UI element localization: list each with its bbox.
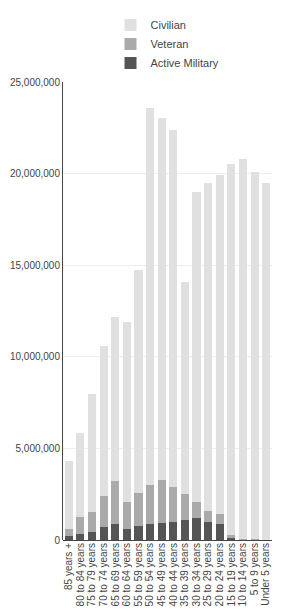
svg-text:85 years +: 85 years +: [63, 543, 74, 590]
svg-text:35 to 39 years: 35 to 39 years: [179, 543, 190, 606]
svg-text:55 to 59 years: 55 to 59 years: [133, 543, 144, 606]
svg-text:20 to 24 years: 20 to 24 years: [214, 543, 225, 606]
svg-text:Under 5 years: Under 5 years: [260, 543, 271, 606]
svg-text:15 to 19 years: 15 to 19 years: [226, 543, 237, 606]
svg-text:65 to 69 years: 65 to 69 years: [110, 543, 121, 606]
svg-text:70 to 74 years: 70 to 74 years: [98, 543, 109, 606]
svg-text:25,000,000: 25,000,000: [10, 77, 60, 88]
svg-text:5,000,000: 5,000,000: [16, 443, 61, 454]
svg-text:20,000,000: 20,000,000: [10, 168, 60, 179]
svg-text:5 to 9 years: 5 to 9 years: [249, 543, 260, 595]
svg-text:80 to 84 years: 80 to 84 years: [75, 543, 86, 606]
svg-text:75 to 79 years: 75 to 79 years: [86, 543, 97, 606]
svg-text:10 to 14 years: 10 to 14 years: [237, 543, 248, 606]
svg-text:50 to 54 years: 50 to 54 years: [144, 543, 155, 606]
svg-text:Active Military: Active Military: [151, 57, 219, 69]
svg-text:45 to 49 years: 45 to 49 years: [156, 543, 167, 606]
svg-text:25 to 29 years: 25 to 29 years: [202, 543, 213, 606]
svg-text:30 to 34 years: 30 to 34 years: [191, 543, 202, 606]
svg-text:Veteran: Veteran: [151, 38, 189, 50]
svg-text:40 to 44 years: 40 to 44 years: [168, 543, 179, 606]
svg-text:Civilian: Civilian: [151, 19, 186, 31]
svg-text:60 to 64 years: 60 to 64 years: [121, 543, 132, 606]
svg-text:0: 0: [54, 535, 60, 546]
svg-text:10,000,000: 10,000,000: [10, 351, 60, 362]
svg-text:15,000,000: 15,000,000: [10, 260, 60, 271]
